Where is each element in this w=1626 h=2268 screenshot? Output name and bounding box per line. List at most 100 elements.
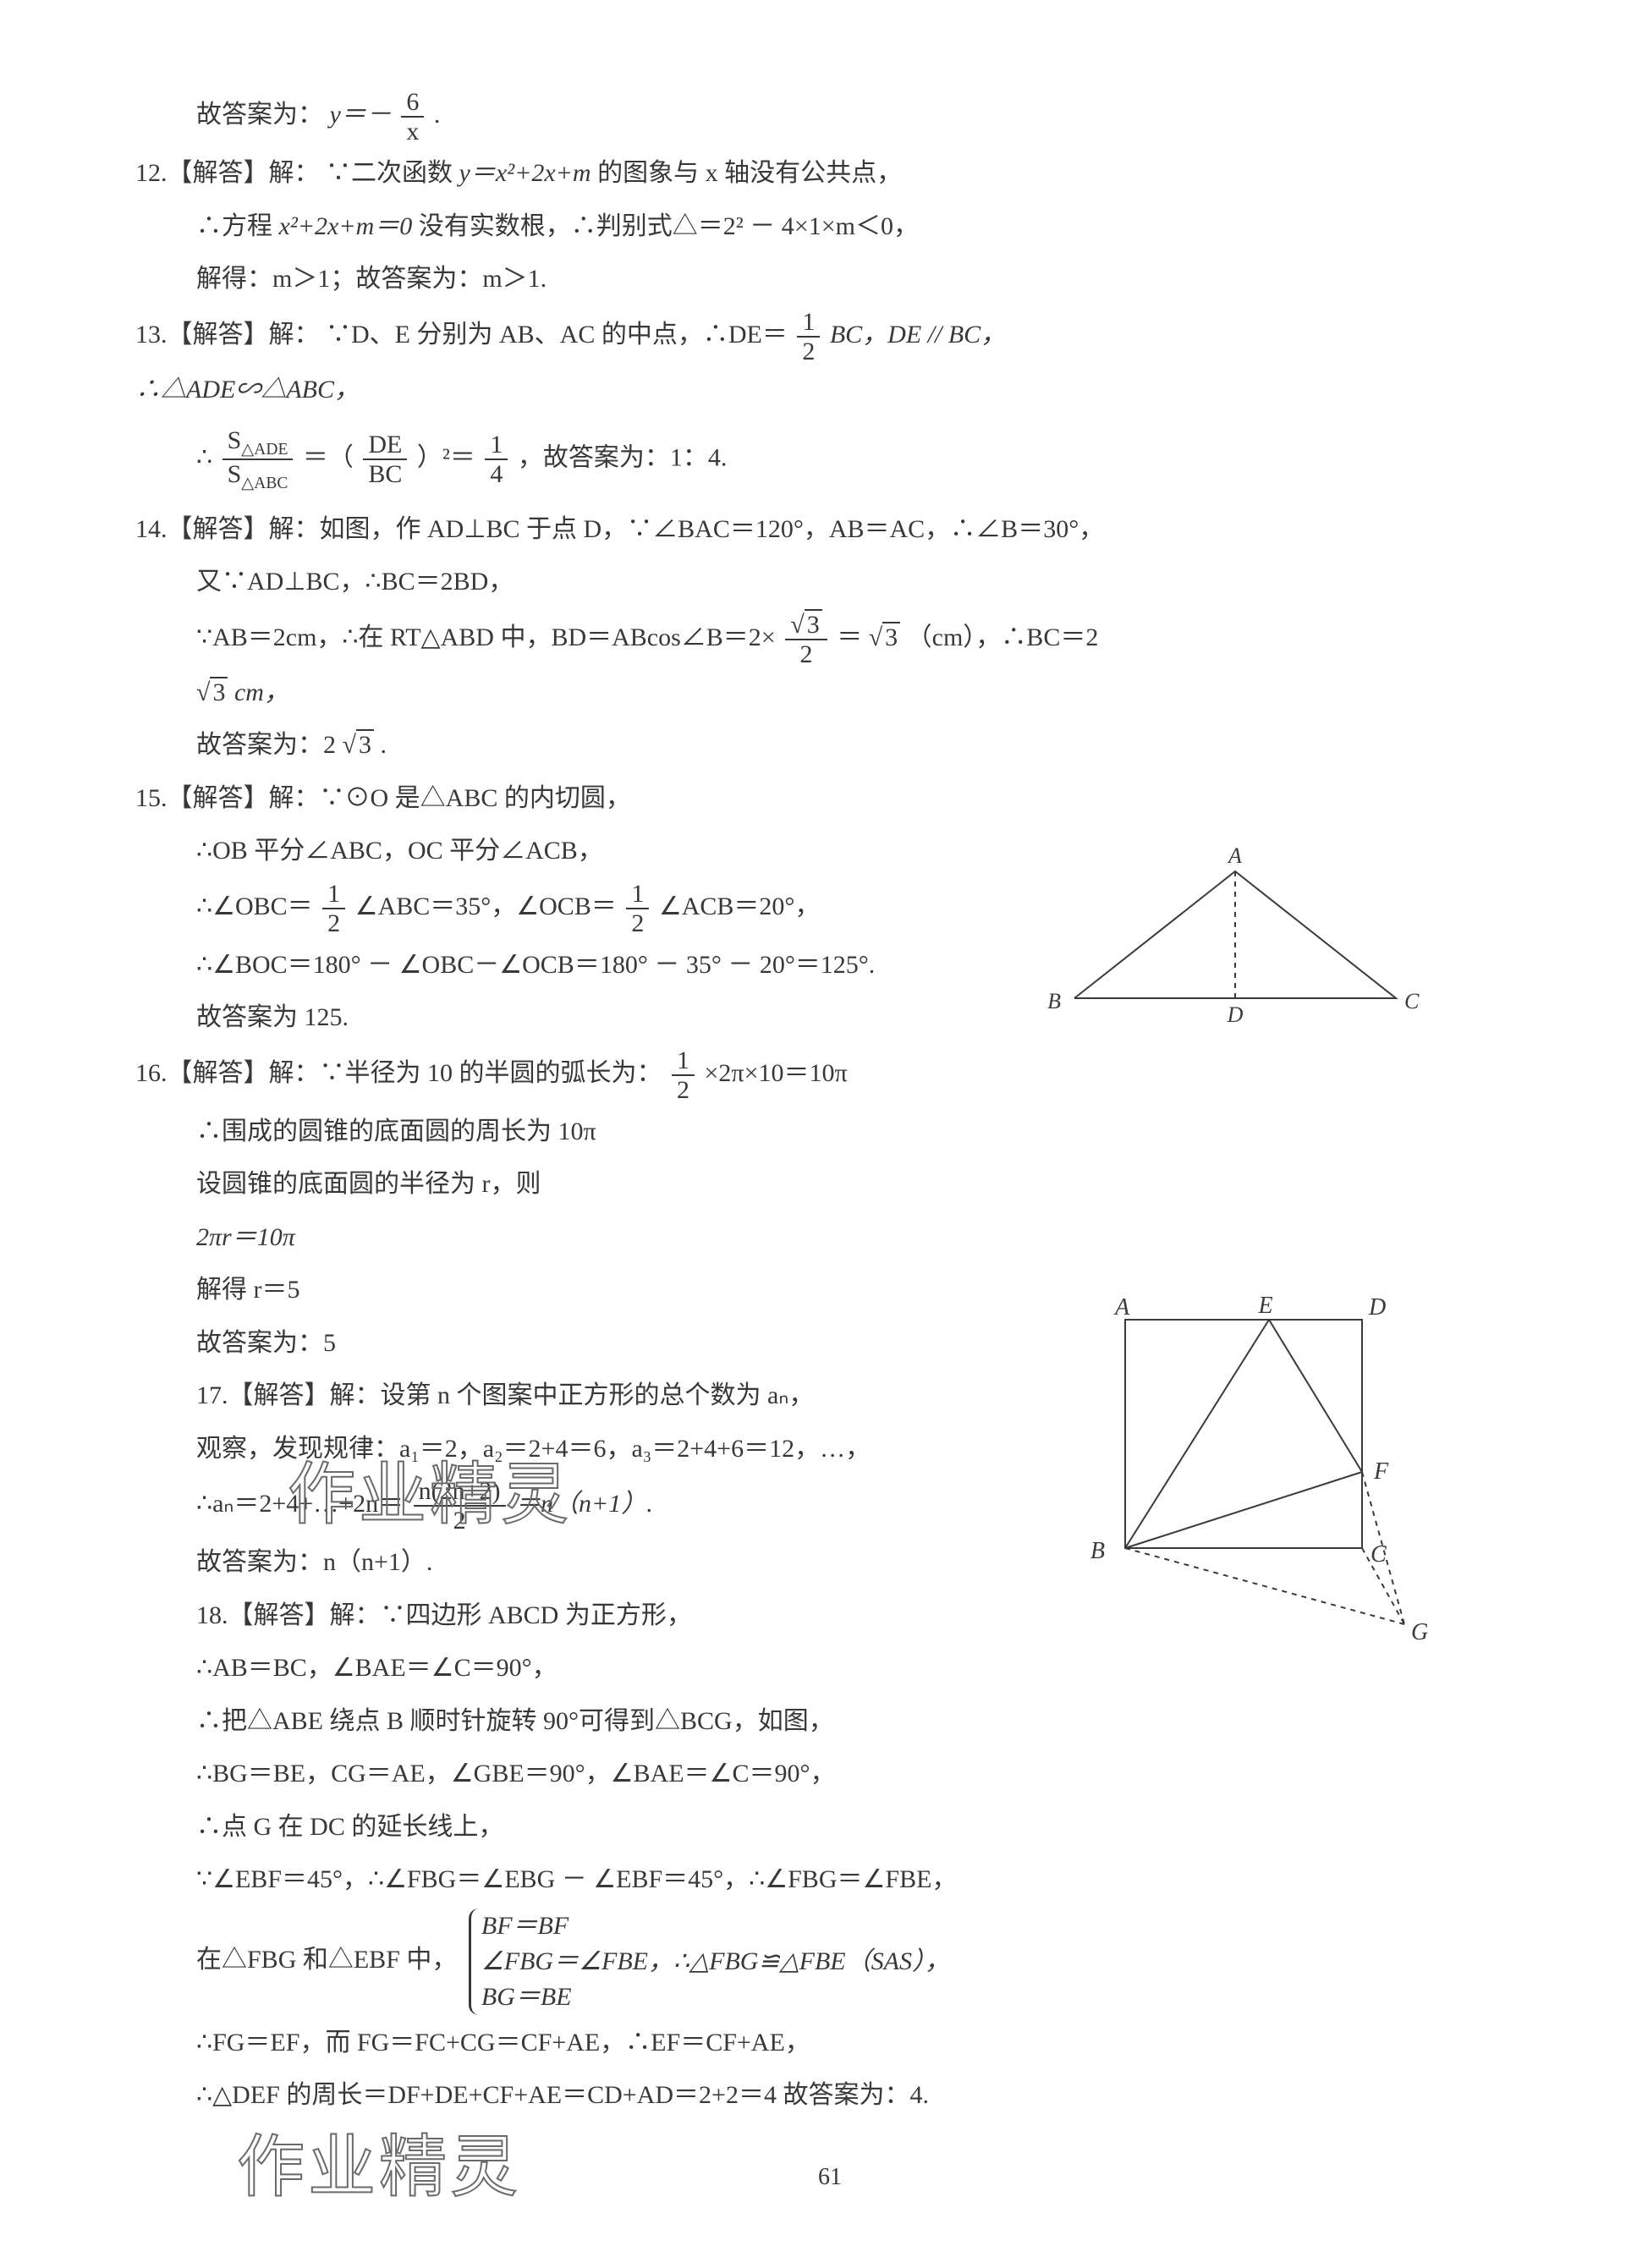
radicand: 3 xyxy=(210,677,228,706)
fraction: 3 2 xyxy=(785,611,827,668)
label-C: C xyxy=(1404,989,1420,1013)
label-B: B xyxy=(1047,989,1061,1013)
figure-square-abcdfg: A D B C E F G xyxy=(1108,1303,1447,1673)
q14-line4: 故答案为：2 3 . xyxy=(135,721,1134,771)
fraction: 6 x xyxy=(401,88,424,146)
text: 故答案为：n（n+1）. xyxy=(196,1548,432,1576)
q15-line3: ∴∠OBC＝ 1 2 ∠ABC＝35°，∠OCB＝ 1 2 ∠ACB＝20°， xyxy=(135,880,1134,937)
denominator: 2 xyxy=(672,1076,695,1104)
brace-row: BG＝BE xyxy=(481,1980,950,2015)
text: ）²＝ xyxy=(417,443,475,471)
subscript: △ABC xyxy=(241,475,288,492)
q14-line1: 14.【解答】解：如图，作 AD⊥BC 于点 D，∵∠BAC＝120°，AB＝A… xyxy=(135,505,1134,555)
text: ∠ABC＝35°，∠OCB＝ xyxy=(355,892,617,920)
q16-line3: 设圆锥的底面圆的半径为 r，则 xyxy=(135,1160,1134,1210)
text: . xyxy=(434,101,441,129)
text: cm， xyxy=(234,678,289,706)
text: ∴ xyxy=(196,443,212,471)
expr: y＝－ xyxy=(330,101,392,129)
numerator: 1 xyxy=(672,1046,695,1076)
q15-line2: ∴OB 平分∠ABC，OC 平分∠ACB， xyxy=(135,826,1134,876)
text: ＝（ xyxy=(303,443,354,471)
q11-answer: 故答案为： y＝－ 6 x . xyxy=(135,88,1134,146)
q15-line5: 故答案为 125. xyxy=(135,993,1134,1043)
brace-row: BF＝BF xyxy=(481,1908,950,1944)
text: 18.【解答】解：∵四边形 ABCD 为正方形， xyxy=(196,1601,692,1629)
q18-line5: ∴点 G 在 DC 的延长线上， xyxy=(135,1803,1134,1853)
text: ∠ACB＝20°， xyxy=(659,892,821,920)
numerator: 1 xyxy=(322,880,345,909)
text: ＝n（n+1）. xyxy=(515,1490,653,1518)
q18-line3: ∴把△ABE 绕点 B 顺时针旋转 90°可得到△BCG，如图， xyxy=(135,1697,1134,1747)
q16-line1: 16.【解答】解：∵半径为 10 的半圆的弧长为： 1 2 ×2π×10＝10π xyxy=(135,1046,1134,1104)
q18-line2: ∴AB＝BC，∠BAE＝∠C＝90°， xyxy=(135,1644,1134,1694)
q18-line1: 18.【解答】解：∵四边形 ABCD 为正方形， xyxy=(135,1591,1134,1641)
text: 故答案为：2 xyxy=(196,731,336,759)
text: 又∵AD⊥BC，∴BC＝2BD， xyxy=(196,568,514,596)
page: 故答案为： y＝－ 6 x . 12.【解答】解： ∵二次函数 y＝x²+2x+… xyxy=(0,0,1626,2268)
q15-line4: ∴∠BOC＝180° － ∠OBC－∠OCB＝180° － 35° － 20°＝… xyxy=(135,941,1134,991)
sqrt: 3 xyxy=(343,721,374,771)
denominator: 2 xyxy=(797,338,820,365)
q13-line2: ∴ S△ADE S△ABC ＝（ DE BC ）²＝ 1 4 ，故答案为：1：4… xyxy=(135,426,1134,493)
q18-line8: ∴FG＝EF，而 FG＝FC+CG＝CF+AE，∴EF＝CF+AE， xyxy=(135,2018,1134,2068)
sym: S xyxy=(228,460,242,488)
numerator: 1 xyxy=(797,308,820,338)
q12-line1: 12.【解答】解： ∵二次函数 y＝x²+2x+m 的图象与 x 轴没有公共点， xyxy=(135,149,1134,199)
q14-line3: ∵AB＝2cm，∴在 RT△ABD 中，BD＝ABcos∠B＝2× 3 2 ＝ … xyxy=(135,611,1134,718)
text: ∴aₙ＝2+4+…+2n＝ xyxy=(196,1490,404,1518)
fraction: 1 4 xyxy=(485,431,508,488)
q16-line2: ∴围成的圆锥的底面圆的周长为 10π xyxy=(135,1107,1134,1157)
text: ∴FG＝EF，而 FG＝FC+CG＝CF+AE，∴EF＝CF+AE， xyxy=(196,2029,810,2057)
denominator: S△ABC xyxy=(222,460,294,492)
text: 14.【解答】解：如图，作 AD⊥BC 于点 D，∵∠BAC＝120°，AB＝A… xyxy=(135,515,1104,543)
radicand: 3 xyxy=(356,729,374,759)
label-D: D xyxy=(1227,1002,1244,1027)
line-bf xyxy=(1125,1472,1362,1548)
text: 故答案为 125. xyxy=(196,1003,349,1031)
text: . xyxy=(380,731,387,759)
q16-line4: 2πr＝10π xyxy=(135,1213,1134,1263)
fraction: 1 2 xyxy=(322,880,345,937)
text: ∴方程 xyxy=(196,212,279,240)
numerator: 3 xyxy=(785,611,827,640)
sqrt: 3 xyxy=(196,668,228,718)
q15-line1: 15.【解答】解：∵⊙O 是△ABC 的内切圆， xyxy=(135,774,1134,824)
text: 的图象与 x 轴没有公共点， xyxy=(597,159,902,187)
text: 17.【解答】解：设第 n 个图案中正方形的总个数为 aₙ， xyxy=(196,1381,814,1409)
brace-row: ∠FBG＝∠FBE，∴△FBG≌△FBE（SAS）， xyxy=(481,1944,950,1980)
numerator: DE xyxy=(363,431,407,460)
text: ∵二次函数 xyxy=(326,159,459,187)
label-C: C xyxy=(1371,1541,1387,1568)
denominator: 2 xyxy=(322,909,345,937)
text: 故答案为： xyxy=(196,101,323,129)
q17-line3: ∴aₙ＝2+4+…+2n＝ n(2n+2) 2 ＝n（n+1）. xyxy=(135,1477,1134,1535)
text: ，故答案为：1：4. xyxy=(518,443,728,471)
figure-triangle-abc: A B C D xyxy=(1066,863,1413,1047)
sqrt: 3 xyxy=(790,611,821,639)
q17-line4: 故答案为：n（n+1）. xyxy=(135,1538,1134,1588)
line-be xyxy=(1125,1320,1269,1548)
text: ∴围成的圆锥的底面圆的周长为 10π xyxy=(196,1118,596,1145)
q18-line9: ∴△DEF 的周长＝DF+DE+CF+AE＝CD+AD＝2+2＝4 故答案为：4… xyxy=(135,2071,1134,2121)
q16-line5: 解得 r＝5 xyxy=(135,1266,1134,1315)
text: ∴△DEF 的周长＝DF+DE+CF+AE＝CD+AD＝2+2＝4 故答案为：4… xyxy=(196,2081,929,2109)
numerator: 6 xyxy=(401,88,424,118)
text: ∴∠BOC＝180° － ∠OBC－∠OCB＝180° － 35° － 20°＝… xyxy=(196,951,875,979)
q12-line3: 解得：m＞1；故答案为：m＞1. xyxy=(135,255,1134,305)
brace-system: BF＝BF ∠FBG＝∠FBE，∴△FBG≌△FBE（SAS）， BG＝BE xyxy=(469,1908,950,2015)
text: 设圆锥的底面圆的半径为 r，则 xyxy=(196,1170,541,1198)
text: 没有实数根，∴判别式△＝2² － 4×1×m＜0， xyxy=(419,212,919,240)
expr: x²+2x+m＝0 xyxy=(279,212,413,240)
text: 解得：m＞1；故答案为：m＞1. xyxy=(196,265,547,293)
label: 12.【解答】解： xyxy=(135,159,320,187)
text: （cm），∴BC＝2 xyxy=(907,623,1099,651)
text: 16.【解答】解：∵半径为 10 的半圆的弧长为： xyxy=(135,1059,662,1087)
text: ＝ xyxy=(837,623,862,651)
label-B: B xyxy=(1090,1538,1105,1564)
label-A: A xyxy=(1113,1294,1130,1321)
label-D: D xyxy=(1368,1294,1386,1321)
fraction: DE BC xyxy=(363,431,407,488)
square-svg: A D B C E F G xyxy=(1108,1303,1447,1658)
radicand: 3 xyxy=(882,622,900,651)
